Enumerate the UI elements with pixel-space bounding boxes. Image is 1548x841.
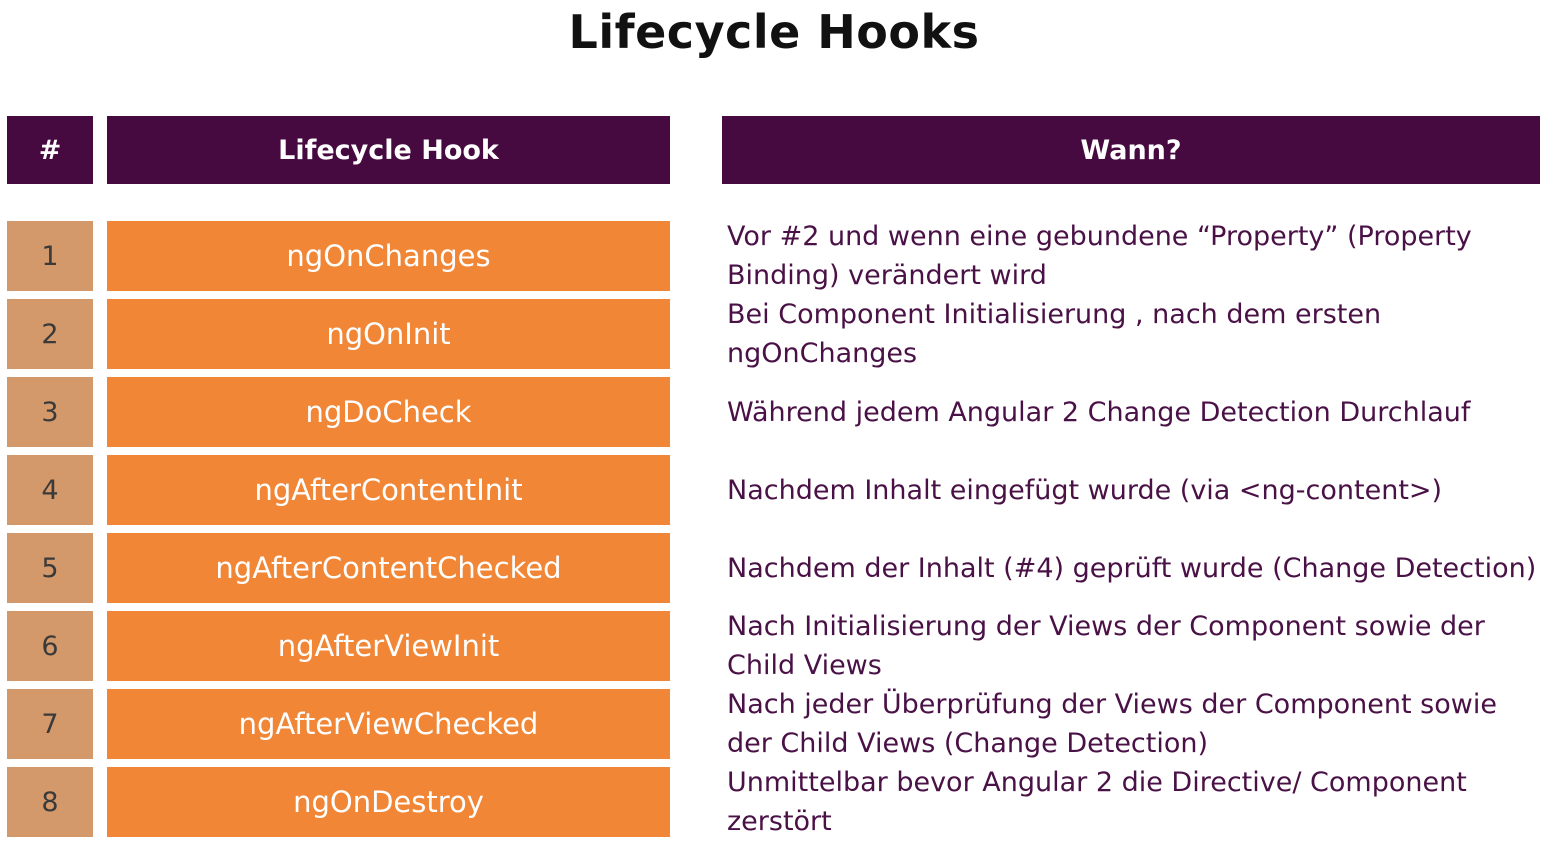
hook-name: ngAfterContentChecked: [107, 533, 670, 603]
row-number: 6: [7, 611, 93, 681]
hook-name: ngDoCheck: [107, 377, 670, 447]
row-number: 3: [7, 377, 93, 447]
hook-description: Unmittelbar bevor Angular 2 die Directiv…: [727, 767, 1467, 837]
row-number: 2: [7, 299, 93, 369]
row-number: 8: [7, 767, 93, 837]
hook-name: ngAfterViewInit: [107, 611, 670, 681]
hook-description: Nachdem Inhalt eingefügt wurde (via <ng-…: [727, 474, 1443, 506]
header-when: Wann?: [722, 116, 1540, 184]
page-title: Lifecycle Hooks: [568, 5, 980, 59]
hook-name: ngAfterContentInit: [107, 455, 670, 525]
hook-name: ngOnInit: [107, 299, 670, 369]
header-lifecycle-hook: Lifecycle Hook: [107, 116, 670, 184]
table-row: 4 ngAfterContentInit Nachdem Inhalt eing…: [0, 455, 1548, 525]
hook-name: ngOnDestroy: [107, 767, 670, 837]
row-number: 5: [7, 533, 93, 603]
hook-description: Nach jeder Überprüfung der Views der Com…: [727, 689, 1497, 759]
table-row: 6 ngAfterViewInit Nach Initialisierung d…: [0, 611, 1548, 681]
table-row: 8 ngOnDestroy Unmittelbar bevor Angular …: [0, 767, 1548, 837]
row-number: 4: [7, 455, 93, 525]
table-row: 1 ngOnChanges Vor #2 und wenn eine gebun…: [0, 221, 1548, 291]
hook-description: Nachdem der Inhalt (#4) geprüft wurde (C…: [727, 552, 1537, 584]
table-row: 5 ngAfterContentChecked Nachdem der Inha…: [0, 533, 1548, 603]
row-number: 7: [7, 689, 93, 759]
hook-description: Vor #2 und wenn eine gebundene “Property…: [727, 221, 1472, 291]
hook-description: Bei Component Initialisierung , nach dem…: [727, 299, 1382, 369]
hook-description: Nach Initialisierung der Views der Compo…: [727, 611, 1485, 681]
table-row: 2 ngOnInit Bei Component Initialisierung…: [0, 299, 1548, 369]
table-row: 3 ngDoCheck Während jedem Angular 2 Chan…: [0, 377, 1548, 447]
row-number: 1: [7, 221, 93, 291]
hook-description: Während jedem Angular 2 Change Detection…: [727, 396, 1471, 428]
hook-name: ngAfterViewChecked: [107, 689, 670, 759]
header-number: #: [7, 116, 93, 184]
hook-name: ngOnChanges: [107, 221, 670, 291]
table-row: 7 ngAfterViewChecked Nach jeder Überprüf…: [0, 689, 1548, 759]
